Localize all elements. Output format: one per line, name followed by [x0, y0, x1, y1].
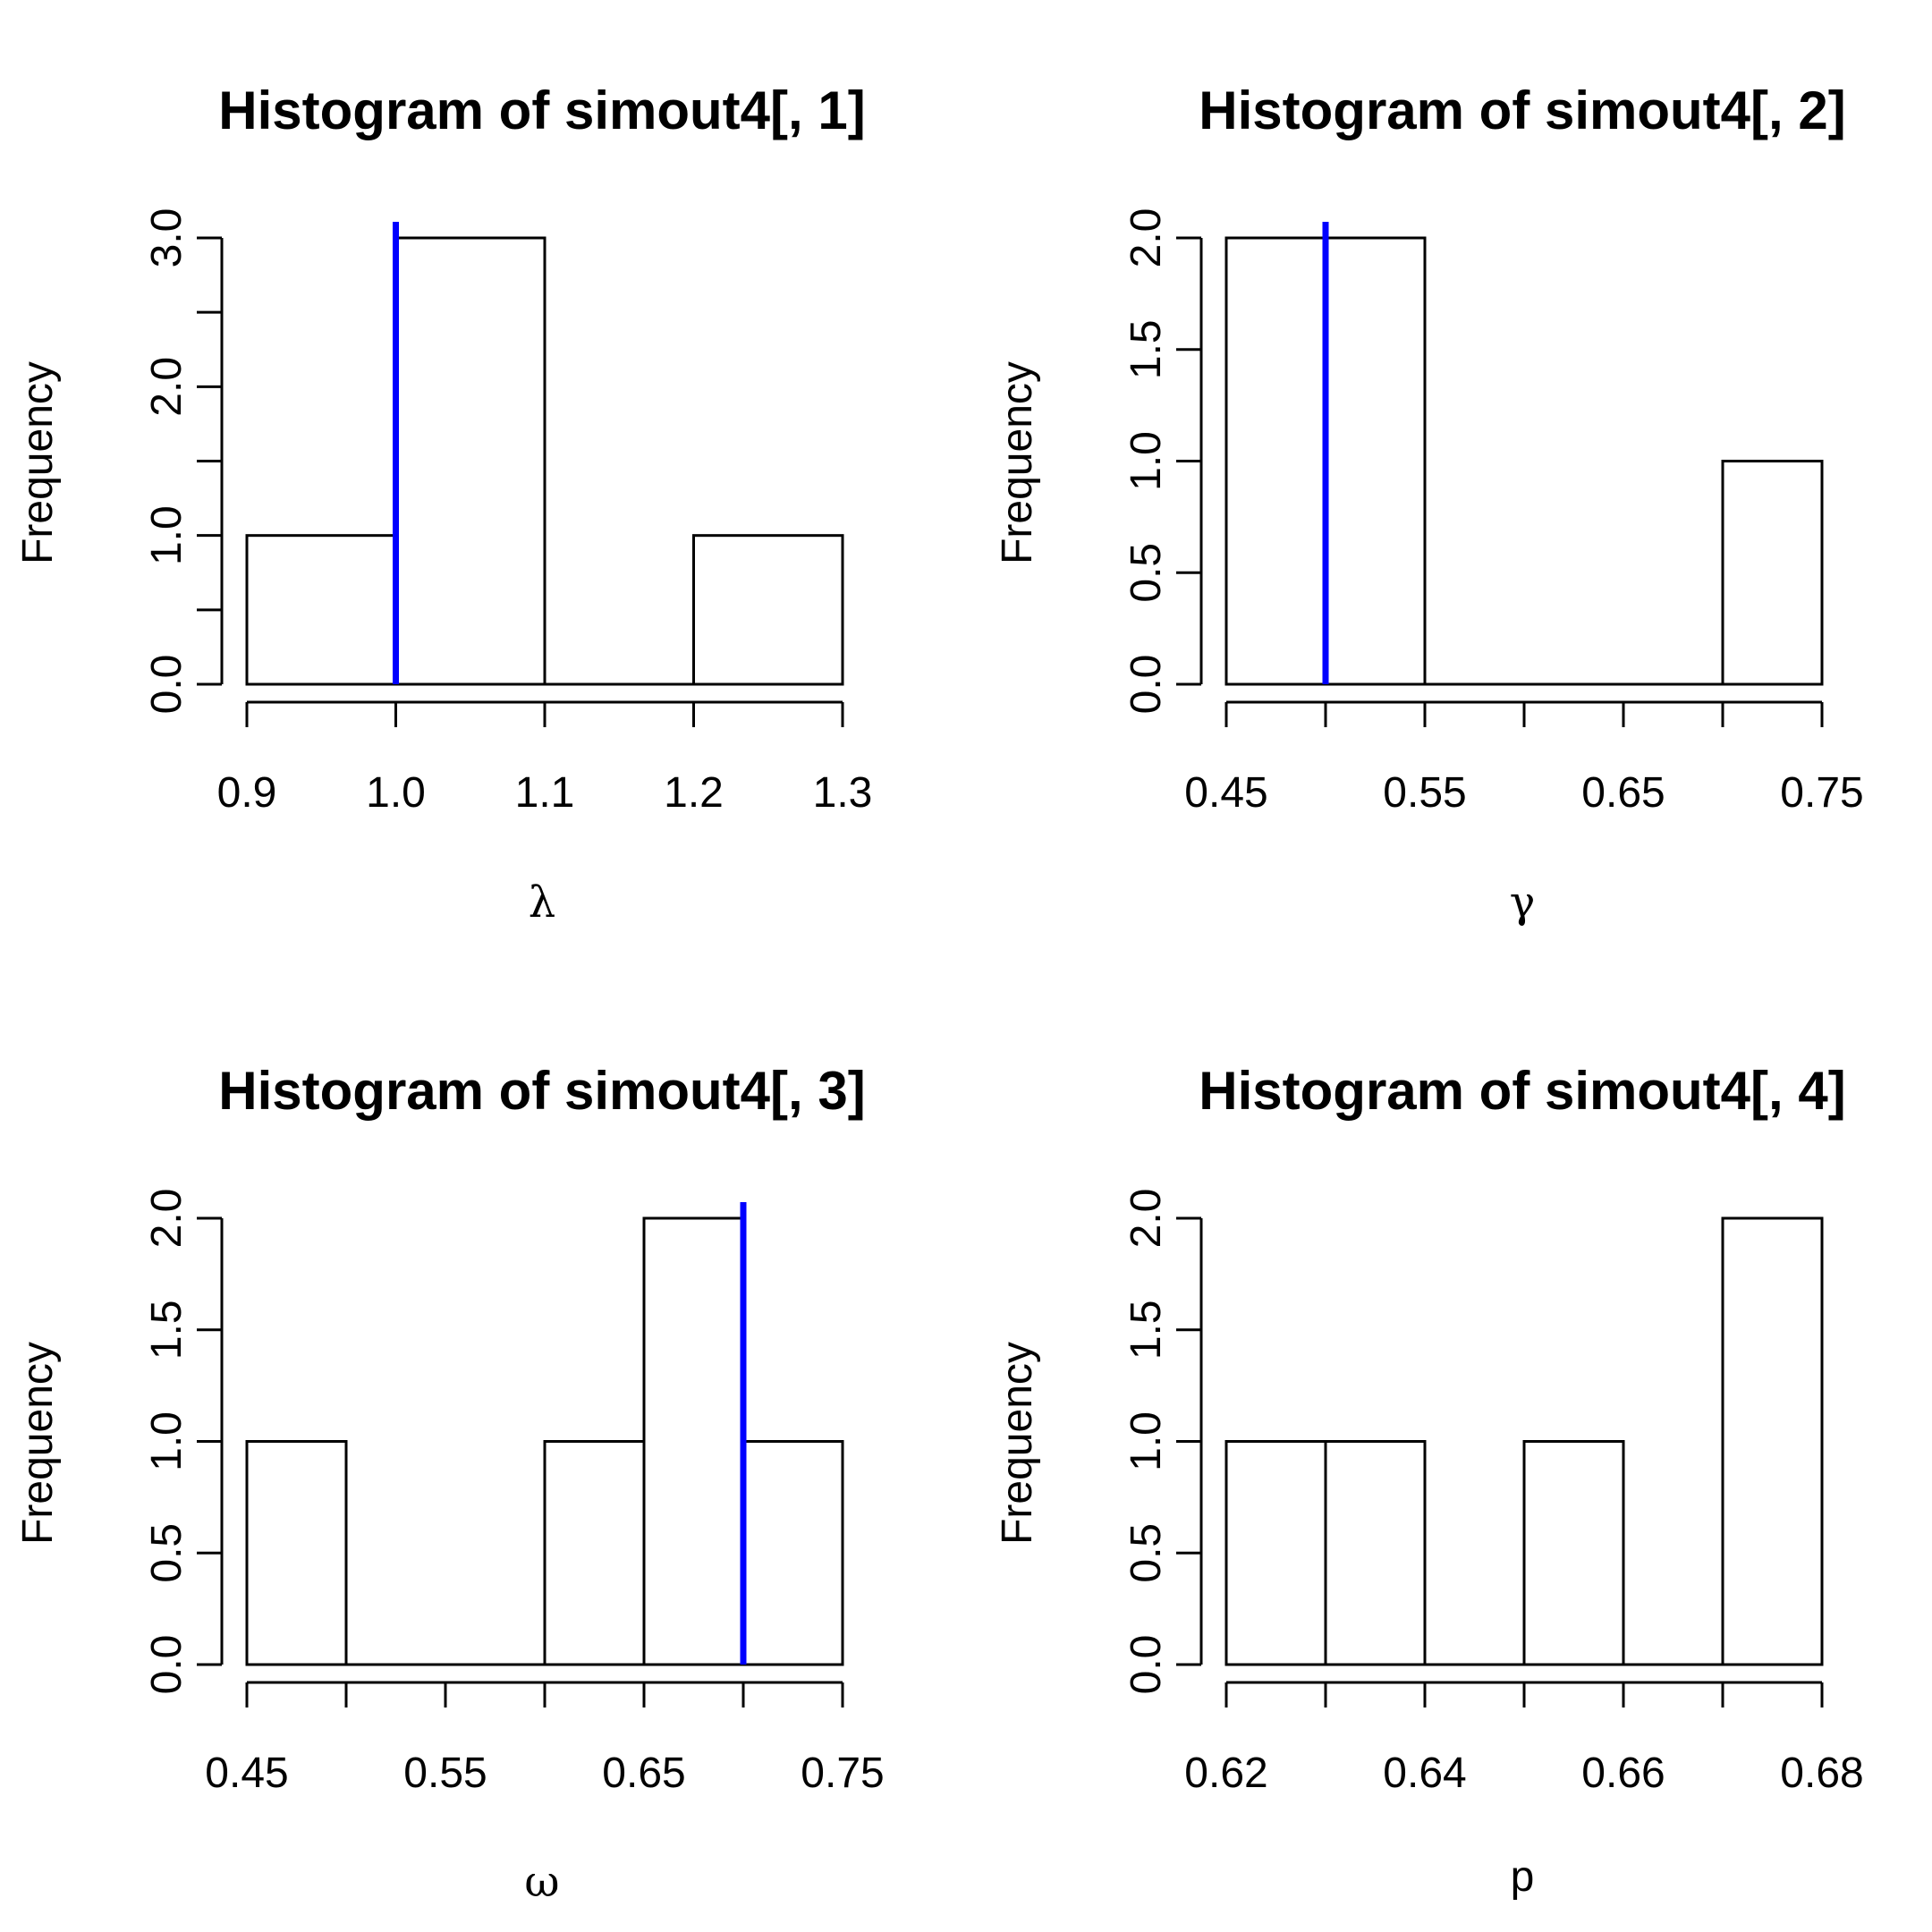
histogram-panel-3: Histogram of simout4[, 3] 0.0 0.5 1.0 1.5 2.0…	[14, 1061, 885, 1907]
histogram-bar	[692, 534, 844, 686]
y-tick-label: 1.0	[143, 505, 191, 565]
x-tick-label: 1.0	[366, 769, 426, 817]
histogram-bar	[394, 236, 547, 686]
chart-title: Histogram of simout4[, 2]	[1199, 80, 1845, 140]
x-axis-label: γ	[1510, 877, 1536, 928]
y-tick-label: 2.0	[1123, 208, 1170, 268]
chart-title: Histogram of simout4[, 1]	[218, 80, 865, 140]
x-tick-label: 1.2	[664, 769, 724, 817]
x-tick-label: 0.66	[1581, 1750, 1665, 1797]
x-tick-label: 0.9	[217, 769, 277, 817]
histogram-bar	[245, 1440, 348, 1666]
histogram-bar	[1721, 1216, 1824, 1666]
y-axis-label: Frequency	[994, 361, 1041, 564]
histogram-bar	[543, 1440, 646, 1666]
x-tick-label: 0.55	[1383, 769, 1466, 817]
histogram-panel-1: Histogram of simout4[, 1] 0.0 1.0 2.0 3.0 Fre…	[14, 80, 872, 928]
histogram-bar	[1522, 1440, 1625, 1666]
histogram-bar	[642, 1216, 745, 1666]
y-tick-label: 1.0	[1123, 431, 1170, 491]
y-tick-label: 0.0	[143, 1635, 191, 1695]
x-tick-label: 0.45	[1184, 769, 1267, 817]
y-axis-label: Frequency	[14, 361, 62, 564]
y-axis-label: Frequency	[14, 1342, 62, 1545]
y-tick-label: 0.0	[1123, 1635, 1170, 1695]
y-tick-label: 0.0	[143, 655, 191, 715]
y-tick-label: 1.5	[143, 1300, 191, 1360]
y-tick-label: 0.5	[143, 1523, 191, 1583]
histogram-bar	[1224, 1440, 1327, 1666]
histogram-bar	[1324, 1440, 1427, 1666]
x-tick-label: 0.75	[1780, 769, 1863, 817]
x-axis-label: λ	[529, 877, 555, 928]
y-tick-label: 2.0	[1123, 1189, 1170, 1249]
x-tick-label: 1.3	[813, 769, 873, 817]
x-axis-label: p	[1511, 1853, 1535, 1901]
y-tick-label: 1.5	[1123, 319, 1170, 379]
x-tick-label: 0.62	[1184, 1750, 1267, 1797]
histogram-bar	[1721, 460, 1824, 686]
x-tick-label: 1.1	[515, 769, 575, 817]
y-tick-label: 1.0	[143, 1411, 191, 1471]
chart-title: Histogram of simout4[, 4]	[1199, 1061, 1845, 1121]
y-tick-label: 2.0	[143, 357, 191, 417]
y-tick-label: 0.5	[1123, 543, 1170, 603]
chart-title: Histogram of simout4[, 3]	[218, 1061, 865, 1121]
histogram-bar	[245, 534, 397, 686]
x-tick-label: 0.75	[801, 1750, 884, 1797]
x-axis-label: ω	[524, 1857, 559, 1907]
x-tick-label: 0.45	[205, 1750, 288, 1797]
y-tick-label: 0.5	[1123, 1523, 1170, 1583]
histogram-bar	[741, 1440, 844, 1666]
x-tick-label: 0.65	[602, 1750, 685, 1797]
histogram-panel-2: Histogram of simout4[, 2] 0.0 0.5 1.0 1.5 2.0…	[994, 80, 1864, 928]
y-tick-label: 3.0	[143, 208, 191, 268]
x-tick-label: 0.64	[1383, 1750, 1466, 1797]
x-tick-label: 0.65	[1581, 769, 1665, 817]
histogram-panel-4: Histogram of simout4[, 4] 0.0 0.5 1.0 1.5 2.0…	[994, 1061, 1864, 1901]
y-tick-label: 0.0	[1123, 655, 1170, 715]
x-tick-label: 0.68	[1780, 1750, 1863, 1797]
x-tick-label: 0.55	[403, 1750, 487, 1797]
y-axis-label: Frequency	[994, 1342, 1041, 1545]
y-tick-label: 1.5	[1123, 1300, 1170, 1360]
y-tick-label: 1.0	[1123, 1411, 1170, 1471]
y-tick-label: 2.0	[143, 1189, 191, 1249]
